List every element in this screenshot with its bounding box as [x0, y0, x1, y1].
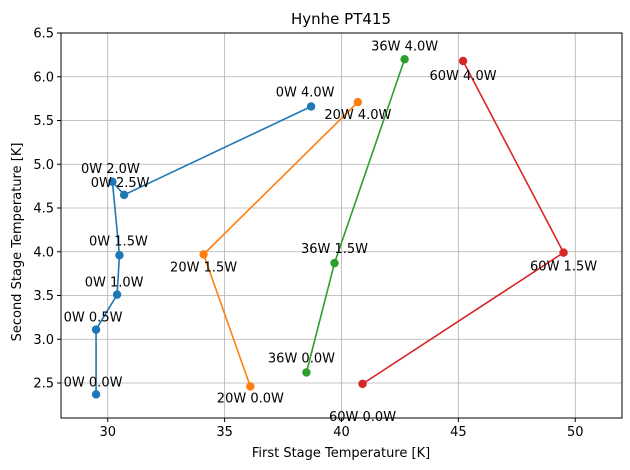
series-line-2 — [305, 58, 406, 373]
y-tick-label: 2.5 — [33, 377, 54, 392]
data-point — [112, 290, 122, 299]
x-tick-label: 40 — [333, 425, 350, 440]
data-point-label: 20W 1.5W — [170, 260, 237, 275]
y-tick-label: 3.5 — [33, 289, 54, 304]
data-point-label: 60W 0.0W — [329, 410, 396, 425]
y-axis-label: Second Stage Temperature [K] — [10, 143, 25, 342]
data-point — [306, 102, 316, 111]
y-tick-label: 5.5 — [33, 114, 54, 129]
data-point — [108, 177, 117, 186]
data-point-label: 60W 1.5W — [530, 260, 597, 275]
data-point — [400, 55, 409, 64]
series-layer — [91, 55, 568, 399]
data-point — [353, 97, 363, 107]
y-tick-label: 5.0 — [33, 158, 54, 173]
chart-title: Hynhe PT415 — [291, 10, 391, 28]
y-tick-label: 6.0 — [33, 70, 54, 85]
x-tick-label: 50 — [567, 425, 584, 440]
data-point — [115, 251, 124, 260]
data-point — [91, 325, 101, 334]
data-point-label: 20W 4.0W — [324, 108, 391, 123]
data-point-label: 0W 4.0W — [276, 86, 335, 101]
data-point — [358, 379, 367, 389]
grid-layer — [61, 32, 622, 418]
data-point-label: 0W 2.5W — [91, 176, 150, 191]
y-tick-label: 6.5 — [33, 27, 54, 42]
data-point-label: 36W 1.5W — [301, 242, 368, 257]
y-tick-label: 3.0 — [33, 333, 54, 348]
data-point — [119, 190, 129, 200]
data-point — [199, 250, 208, 259]
data-point-label: 0W 1.5W — [89, 234, 148, 249]
x-tick-label: 35 — [216, 425, 233, 440]
y-tick-label: 4.5 — [33, 202, 54, 217]
data-point-label: 0W 1.0W — [85, 276, 144, 291]
x-tick-label: 45 — [450, 425, 467, 440]
data-point-label: 36W 0.0W — [268, 352, 335, 367]
data-point-label: 0W 2.0W — [81, 162, 140, 177]
x-tick-label: 30 — [99, 425, 116, 440]
data-point — [330, 258, 339, 268]
data-point-label: 0W 0.0W — [64, 375, 123, 390]
tick-layer: 30 35 40 45 50 2.5 3.0 3.5 4.0 4.5 5.0 5.5 6.0 6.5 — [33, 27, 583, 441]
data-point-label: 0W 0.5W — [64, 311, 123, 326]
data-point — [91, 390, 101, 399]
data-point — [302, 368, 311, 377]
data-point-label: 60W 4.0W — [430, 69, 497, 84]
data-point — [559, 248, 568, 257]
x-axis-label: First Stage Temperature [K] — [252, 446, 430, 461]
data-point-label: 20W 0.0W — [217, 392, 284, 407]
data-point — [246, 382, 255, 391]
data-point-label: 36W 4.0W — [371, 39, 438, 54]
y-tick-label: 4.0 — [33, 245, 54, 260]
series-line-3 — [362, 60, 565, 385]
data-point — [458, 56, 468, 66]
